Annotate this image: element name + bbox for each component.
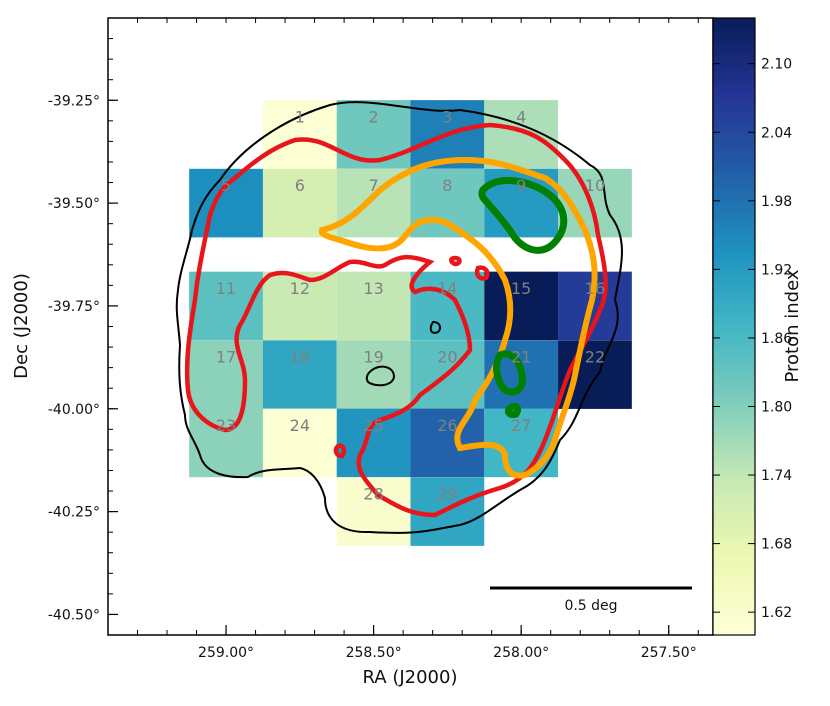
cell-label-28: 28 — [363, 485, 383, 504]
contour-middle-small-3 — [333, 443, 347, 459]
cell-label-14: 14 — [437, 279, 457, 298]
x-tick-label: 258.50° — [346, 645, 402, 661]
cell-label-26: 26 — [437, 416, 457, 435]
colorbar-tick-label: 1.62 — [761, 605, 792, 621]
cell-label-1: 1 — [295, 107, 305, 126]
heatmap-cell-6 — [262, 168, 337, 238]
y-tick-label: -40.00° — [48, 402, 100, 418]
cell-label-24: 24 — [290, 416, 310, 435]
y-tick-label: -40.50° — [48, 607, 100, 623]
contour-peak-1 — [478, 177, 568, 254]
colorbar-tick-label: 1.74 — [761, 468, 792, 484]
y-tick-label: -40.25° — [48, 505, 100, 521]
heatmap-cell-24 — [262, 408, 337, 478]
y-tick-label: -39.50° — [48, 196, 100, 212]
cell-label-23: 23 — [216, 416, 236, 435]
colorbar-tick-label: 1.68 — [761, 537, 792, 553]
contour-middle-small-1 — [449, 255, 462, 267]
x-tick-label: 259.00° — [198, 645, 254, 661]
cell-label-18: 18 — [290, 348, 310, 367]
heatmap-cell-29 — [410, 477, 485, 546]
heatmap-cell-12 — [262, 271, 337, 341]
contour-peak-3 — [504, 402, 522, 418]
cell-label-16: 16 — [585, 279, 605, 298]
colorbar-tick-label: 1.92 — [761, 262, 792, 278]
contour-outer-small-2 — [365, 365, 396, 387]
axes: -39.25° -39.50° -39.75° -40.00° -40.25° -40.5… — [48, 17, 714, 661]
contour-outer-small-1 — [429, 320, 442, 334]
heatmap-cells — [189, 100, 632, 546]
cell-label-22: 22 — [585, 348, 605, 367]
x-tick-label: 257.50° — [641, 645, 697, 661]
y-tick-label: -39.25° — [48, 93, 100, 109]
y-axis-title: Dec (J2000) — [11, 273, 32, 379]
colorbar-gradient — [712, 17, 756, 636]
heatmap-cell-1 — [262, 100, 337, 169]
cell-label-9: 9 — [516, 176, 526, 195]
x-axis-title: RA (J2000) — [363, 667, 458, 688]
cell-label-10: 10 — [585, 176, 605, 195]
cell-label-3: 3 — [442, 107, 452, 126]
cell-label-27: 27 — [511, 416, 531, 435]
heatmap-cell-18 — [262, 340, 337, 409]
contour-middle — [184, 122, 608, 518]
colorbar-tick-label: 2.10 — [761, 57, 792, 73]
heatmap-cell-19 — [336, 340, 411, 409]
contour-outer — [175, 101, 623, 534]
cell-label-29: 29 — [437, 485, 457, 504]
cell-label-12: 12 — [290, 279, 310, 298]
colorbar-tick-label: 1.80 — [761, 399, 792, 415]
scale-bar-label: 0.5 deg — [564, 598, 617, 614]
cell-label-17: 17 — [216, 348, 236, 367]
contour-peak-2 — [493, 350, 526, 396]
cell-label-19: 19 — [363, 348, 383, 367]
colorbar-title: Proton index — [782, 269, 803, 382]
cell-label-2: 2 — [369, 107, 379, 126]
heatmap-cell-14 — [410, 271, 485, 341]
cell-label-4: 4 — [516, 107, 526, 126]
contour-inner — [318, 156, 598, 479]
heatmap-cell-5 — [189, 168, 263, 238]
heatmap-cell-15 — [484, 271, 559, 341]
colorbar-tick-label: 1.86 — [761, 331, 792, 347]
cell-label-11: 11 — [216, 279, 236, 298]
cell-label-6: 6 — [295, 176, 305, 195]
heatmap-cell-25 — [336, 408, 411, 478]
colorbar: 1.62 1.68 1.74 1.80 1.86 1.92 1.98 2.04 2.10 — [712, 17, 792, 636]
scale-bar: 0.5 deg — [490, 586, 692, 614]
cell-label-21: 21 — [511, 348, 531, 367]
x-tick-label: 258.00° — [493, 645, 549, 661]
cell-label-8: 8 — [442, 176, 452, 195]
cell-label-25: 25 — [363, 416, 383, 435]
heatmap-cell-26 — [410, 408, 485, 478]
cell-label-15: 15 — [511, 279, 531, 298]
colorbar-tick-label: 1.98 — [761, 194, 792, 210]
contour-layer — [175, 101, 623, 534]
heatmap-cell-17 — [189, 340, 263, 409]
colorbar-tick-label: 2.04 — [761, 125, 792, 141]
y-tick-label: -39.75° — [48, 299, 100, 315]
cell-label-5: 5 — [221, 176, 231, 195]
heatmap-cell-4 — [484, 100, 559, 169]
cell-label-13: 13 — [363, 279, 383, 298]
heatmap-cell-13 — [336, 271, 411, 341]
cell-label-20: 20 — [437, 348, 457, 367]
cell-label-7: 7 — [369, 176, 379, 195]
contour-middle-small-2 — [474, 265, 490, 281]
